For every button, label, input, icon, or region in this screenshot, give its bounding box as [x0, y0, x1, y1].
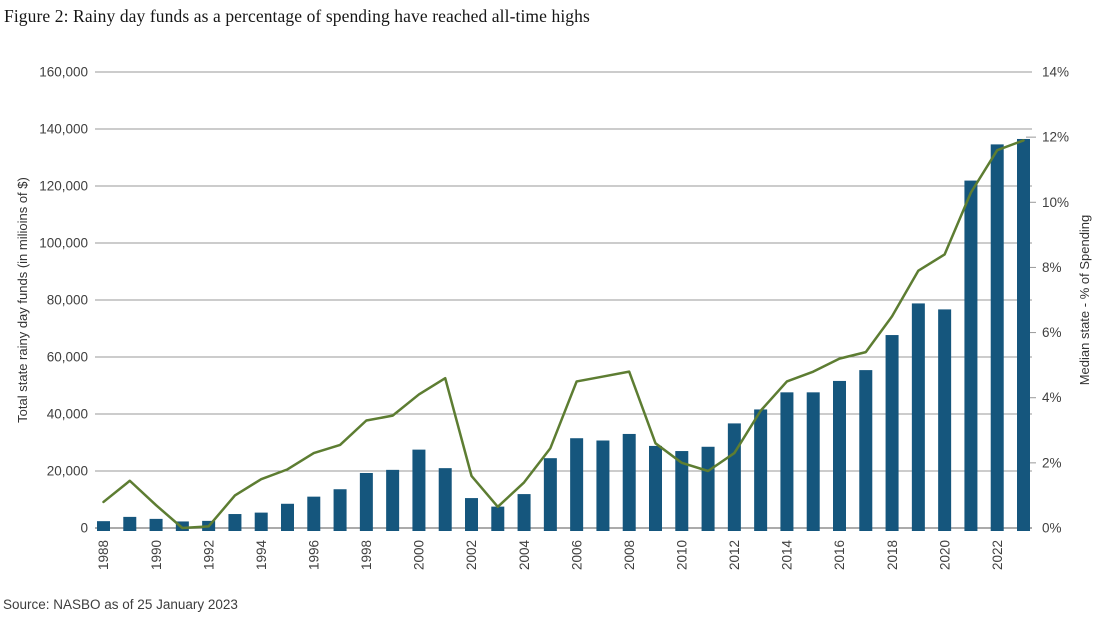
bar-1988 — [97, 521, 110, 531]
x-tick-label-2000: 2000 — [412, 540, 427, 570]
source-note: Source: NASBO as of 25 January 2023 — [3, 597, 238, 612]
bar-2010 — [675, 451, 689, 531]
y-right-tick-label: 14% — [1042, 65, 1069, 80]
x-tick-label-2012: 2012 — [727, 540, 742, 570]
x-tick-label-2002: 2002 — [464, 540, 479, 570]
bar-1998 — [359, 472, 373, 531]
y-left-tick-label: 0 — [80, 521, 88, 536]
x-tick-label-2008: 2008 — [622, 540, 637, 570]
bar-2011 — [701, 446, 715, 531]
bar-2012 — [727, 423, 741, 531]
median-spending-line — [102, 139, 1025, 530]
y-right-tick-label: 10% — [1042, 195, 1069, 210]
bar-1996 — [307, 496, 321, 531]
x-tick-label-1994: 1994 — [254, 540, 269, 571]
bar-1994 — [254, 512, 268, 531]
y-left-tick-label: 20,000 — [47, 464, 88, 479]
y-right-tick-label: 6% — [1042, 325, 1062, 340]
bar-2000 — [412, 449, 426, 531]
x-tick-label-2004: 2004 — [517, 540, 532, 571]
bar-1995 — [281, 503, 294, 531]
x-tick-label-2014: 2014 — [780, 540, 795, 571]
bar-2003 — [491, 506, 505, 531]
bar-2023 — [1017, 138, 1030, 531]
bar-1991 — [175, 521, 189, 531]
bar-2004 — [517, 494, 531, 531]
y-right-tick-label: 2% — [1042, 455, 1062, 470]
bar-2016 — [833, 380, 846, 531]
left-axis-title: Total state rainy day funds (in milioins… — [15, 177, 30, 423]
y-left-tick-label: 120,000 — [39, 179, 88, 194]
y-left-tick-label: 80,000 — [47, 293, 88, 308]
y-right-tick-label: 0% — [1042, 521, 1062, 536]
x-tick-label-2016: 2016 — [832, 540, 847, 570]
bar-2015 — [806, 392, 820, 531]
x-tick-label-2022: 2022 — [990, 540, 1005, 570]
y-left-tick-label: 160,000 — [39, 65, 88, 80]
bar-1997 — [333, 489, 347, 531]
bar-2005 — [543, 458, 557, 531]
x-tick-label-2020: 2020 — [937, 540, 952, 570]
bar-2001 — [438, 468, 452, 531]
bar-1993 — [228, 514, 242, 531]
y-right-tick-label: 4% — [1042, 390, 1062, 405]
y-left-tick-label: 60,000 — [47, 350, 88, 365]
x-tick-label-2018: 2018 — [885, 540, 900, 570]
bar-2009 — [649, 445, 662, 531]
x-tick-label-1992: 1992 — [201, 540, 216, 570]
x-tick-label-2010: 2010 — [675, 540, 690, 570]
y-right-tick-label: 8% — [1042, 260, 1062, 275]
x-tick-label-2006: 2006 — [569, 540, 584, 570]
y-left-tick-label: 100,000 — [39, 236, 88, 251]
right-axis-title: Median state - % of Spending — [1077, 215, 1092, 386]
bar-2008 — [622, 433, 636, 531]
bar-2021 — [964, 180, 978, 531]
bar-2002 — [465, 498, 478, 531]
bar-2007 — [596, 440, 610, 531]
bar-2019 — [911, 303, 925, 531]
bar-2014 — [780, 392, 794, 531]
bar-2017 — [859, 370, 873, 531]
bar-1990 — [149, 518, 163, 531]
x-tick-label-1990: 1990 — [149, 540, 164, 570]
x-tick-label-1996: 1996 — [307, 540, 322, 570]
y-left-tick-label: 40,000 — [47, 407, 88, 422]
bar-2013 — [754, 409, 768, 531]
bar-1999 — [386, 469, 400, 531]
bar-1989 — [123, 516, 137, 531]
bar-2018 — [885, 335, 899, 531]
bar-2022 — [990, 144, 1004, 531]
figure-title: Figure 2: Rainy day funds as a percentag… — [4, 6, 590, 26]
y-right-tick-label: 12% — [1042, 130, 1069, 145]
bar-2020 — [938, 309, 952, 531]
x-tick-label-1988: 1988 — [96, 540, 111, 570]
bar-2006 — [570, 438, 584, 531]
y-left-tick-label: 140,000 — [39, 122, 88, 137]
x-tick-label-1998: 1998 — [359, 540, 374, 570]
